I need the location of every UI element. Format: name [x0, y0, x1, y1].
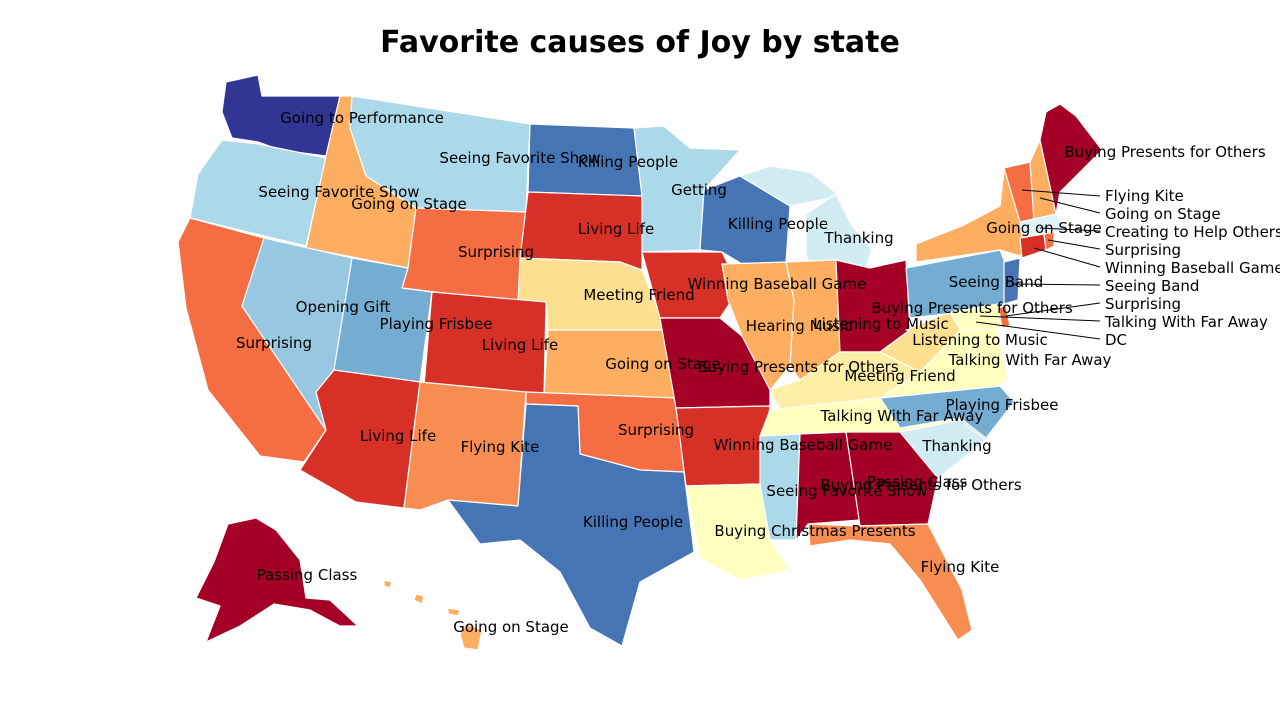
label-alaska: Passing Class — [257, 566, 358, 584]
label-new-hampshire: Going on Stage — [1105, 205, 1221, 223]
state-florida[interactable] — [807, 523, 973, 641]
label-virginia: Talking With Far Away — [948, 351, 1112, 369]
label-maine: Buying Presents for Others — [1064, 143, 1265, 161]
label-delaware: Surprising — [1105, 295, 1181, 313]
label-texas: Killing People — [583, 513, 683, 531]
label-north-carolina: Playing Frisbee — [946, 396, 1059, 414]
label-georgia: Passing Class — [867, 473, 968, 491]
label-idaho: Going on Stage — [351, 195, 467, 213]
label-oklahoma: Surprising — [618, 421, 694, 439]
label-missouri: Buying Presents for Others — [697, 358, 898, 376]
label-california: Surprising — [236, 334, 312, 352]
state-michigan[interactable] — [805, 193, 873, 281]
label-new-york: Going on Stage — [986, 219, 1102, 237]
state-michigan-upper[interactable] — [739, 165, 841, 207]
label-north-dakota: Killing People — [578, 153, 678, 171]
label-michigan: Thanking — [823, 229, 893, 247]
state-massachusetts[interactable] — [1019, 213, 1067, 237]
state-labels: Going to Performance Seeing Favorite Sho… — [236, 109, 1280, 636]
label-rhode-island: Surprising — [1105, 241, 1181, 259]
label-west-virginia: Listening to Music — [912, 331, 1047, 349]
label-washington: Going to Performance — [280, 109, 444, 127]
label-wisconsin: Killing People — [728, 215, 828, 233]
state-hawaii[interactable] — [383, 579, 483, 651]
label-massachusetts: Creating to Help Others — [1105, 223, 1280, 241]
label-nebraska: Meeting Friend — [583, 286, 694, 304]
label-utah: Playing Frisbee — [380, 315, 493, 333]
label-connecticut: Winning Baseball Game — [1105, 259, 1280, 277]
label-arkansas: Winning Baseball Game — [714, 436, 893, 454]
leader-lines — [975, 189, 1101, 340]
label-vermont: Flying Kite — [1105, 187, 1184, 205]
label-tennessee: Talking With Far Away — [820, 407, 984, 425]
label-minnesota: Getting — [671, 181, 727, 199]
state-connecticut[interactable] — [1019, 233, 1047, 259]
label-kentucky: Meeting Friend — [844, 367, 955, 385]
state-georgia[interactable] — [845, 431, 939, 527]
state-texas[interactable] — [447, 403, 695, 647]
label-mississippi: Seeing Favorite Show — [766, 482, 927, 500]
label-illinois: Hearing Music — [746, 317, 853, 335]
label-oregon: Seeing Favorite Show — [258, 183, 419, 201]
label-new-jersey: Seeing Band — [1105, 277, 1199, 295]
label-maryland: Talking With Far Away — [1104, 313, 1268, 331]
label-hawaii: Going on Stage — [453, 618, 569, 636]
state-new-jersey[interactable] — [1003, 257, 1021, 305]
label-south-carolina: Thanking — [921, 437, 991, 455]
label-louisiana: Buying Christmas Presents — [714, 522, 915, 540]
label-kansas: Going on Stage — [605, 355, 721, 373]
state-alaska[interactable] — [195, 517, 359, 643]
label-pennsylvania: Seeing Band — [949, 273, 1043, 291]
state-mississippi[interactable] — [759, 433, 801, 541]
label-wyoming: Surprising — [458, 243, 534, 261]
label-colorado: Living Life — [482, 336, 558, 354]
label-south-dakota: Living Life — [578, 220, 654, 238]
label-alabama: Buying Presents for Others — [820, 476, 1021, 494]
state-shapes — [177, 74, 1103, 651]
state-maine[interactable] — [1039, 103, 1103, 215]
label-ohio: Buying Presents for Others — [871, 299, 1072, 317]
label-montana: Seeing Favorite Show — [439, 149, 600, 167]
label-dc: DC — [1105, 331, 1127, 349]
label-new-mexico: Flying Kite — [461, 438, 540, 456]
label-indiana: Listening to Music — [813, 315, 948, 333]
state-rhode-island[interactable] — [1043, 231, 1055, 251]
label-florida: Flying Kite — [921, 558, 1000, 576]
label-arizona: Living Life — [360, 427, 436, 445]
state-alabama[interactable] — [795, 431, 861, 541]
label-iowa: Winning Baseball Game — [688, 275, 867, 293]
label-nevada: Opening Gift — [296, 298, 391, 316]
map-title: Favorite causes of Joy by state — [380, 25, 900, 60]
